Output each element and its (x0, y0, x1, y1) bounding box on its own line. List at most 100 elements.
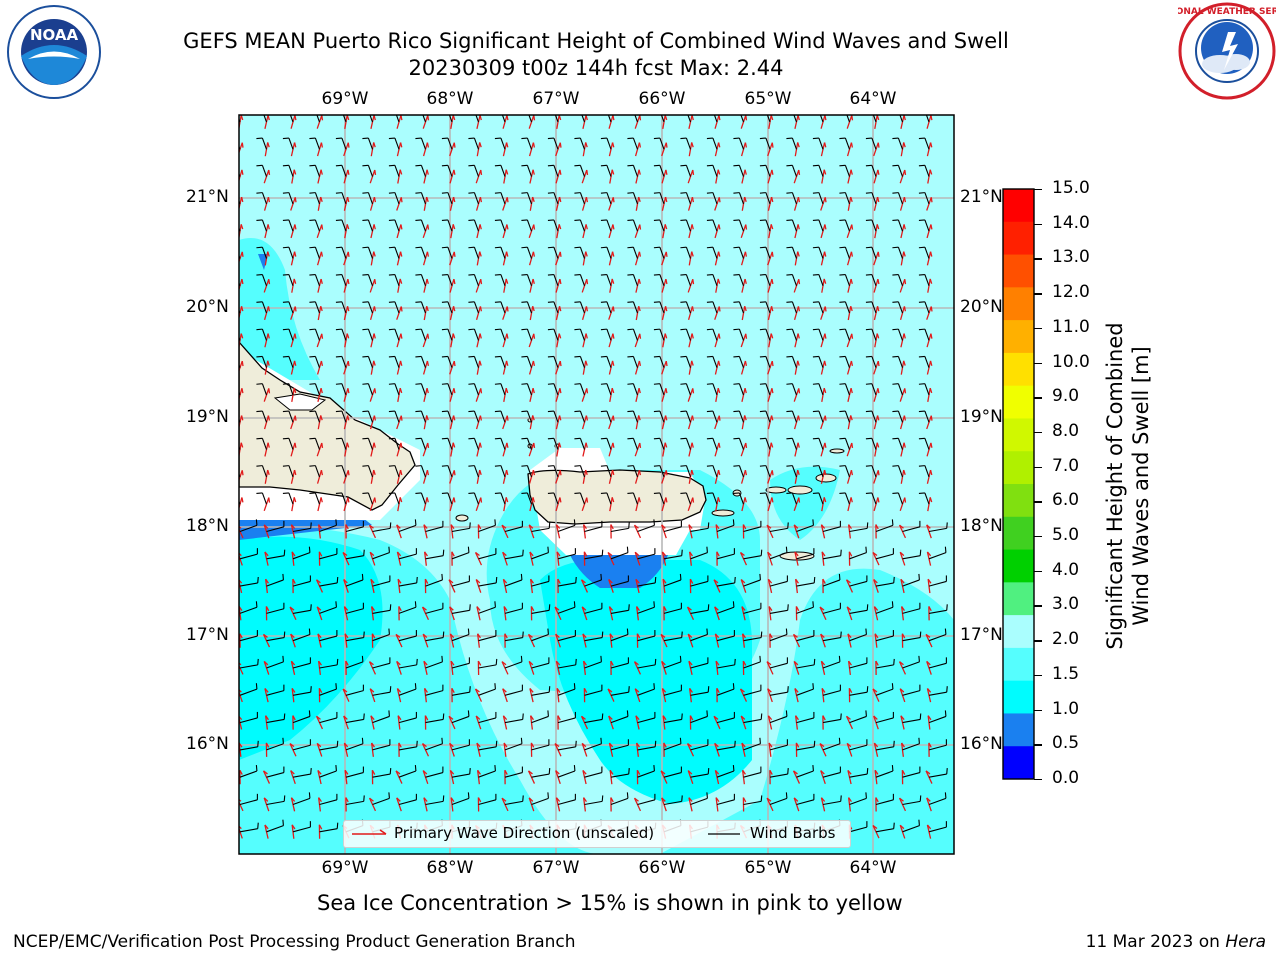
wave-arrow-head (399, 469, 403, 476)
wind-barb-flag (547, 792, 549, 799)
wave-arrow-head (528, 633, 533, 638)
wind-barb (473, 192, 480, 205)
wave-arrow-head (479, 251, 482, 257)
wave-arrow-head (638, 196, 641, 202)
wind-barb-flag (627, 328, 634, 331)
wind-barb-flag (468, 219, 475, 221)
wind-barb (685, 274, 692, 286)
wind-barb (765, 410, 771, 423)
wave-arrow-head (901, 633, 906, 639)
wind-barb (637, 717, 656, 724)
wave-arrow-head (502, 715, 508, 721)
wind-barb-flag (256, 465, 263, 467)
wave-arrow-head (321, 115, 324, 121)
wave-arrow-head (770, 333, 774, 339)
wind-barb-flag (627, 492, 634, 494)
wind-barb (872, 115, 877, 123)
ocean-mid-bvi (770, 466, 840, 540)
wind-barb (712, 410, 718, 423)
wind-barb-flag (441, 655, 443, 662)
wave-arrow-head (452, 306, 456, 312)
wind-barb (557, 664, 576, 669)
wave-arrow-head (586, 279, 589, 285)
wave-arrow-head (634, 524, 639, 529)
wind-barb (632, 247, 639, 259)
wind-barb (341, 274, 347, 286)
wave-arrow (739, 688, 748, 702)
wind-barb-flag (361, 655, 364, 662)
wind-barb (288, 219, 294, 232)
wind-barb (663, 772, 682, 778)
wind-barb (818, 219, 824, 232)
wave-arrow-head (267, 115, 270, 121)
wave-arrow (872, 552, 880, 566)
wave-arrow-head (532, 306, 535, 312)
wind-barb-flag (944, 792, 947, 799)
wave-arrow-head (369, 551, 375, 557)
wind-barb (743, 608, 762, 614)
wind-barb-flag (839, 246, 846, 249)
wave-arrow-head (714, 606, 719, 611)
wave-arrow-head (240, 333, 244, 339)
wind-barb (897, 165, 904, 177)
wind-barb-flag (547, 328, 554, 331)
puerto-rico-land (527, 469, 707, 525)
wave-arrow-head (452, 224, 456, 230)
wave-arrow (899, 551, 906, 566)
wind-barb (341, 301, 347, 314)
wind-barb (846, 115, 851, 123)
wave-arrow-head (903, 442, 906, 448)
wind-barb (288, 492, 294, 505)
wind-barb-flag (468, 383, 475, 385)
wind-barb-flag (627, 437, 634, 440)
wave-arrow (422, 224, 429, 239)
wind-barb (875, 524, 894, 533)
wind-barb-flag (733, 273, 740, 276)
wind-barb (341, 438, 347, 450)
wave-arrow-head (373, 306, 377, 312)
wave-arrow-head (903, 333, 906, 339)
wave-arrow-head (718, 197, 721, 203)
wind-barb (685, 328, 692, 341)
wave-arrow-head (771, 360, 774, 367)
wave-arrow-head (479, 415, 483, 421)
wave-arrow-head (528, 770, 533, 775)
wave-arrow-head (665, 470, 668, 476)
wind-barb-flag (547, 355, 554, 358)
wind-barb-flag (600, 655, 602, 662)
wind-barb (531, 634, 549, 642)
wave-arrow-head (449, 633, 455, 639)
wind-barb-flag (309, 492, 316, 494)
wave-arrow-head (267, 197, 271, 203)
wind-barb (849, 634, 867, 642)
wind-barb-flag (469, 604, 471, 611)
wind-barb (553, 328, 559, 341)
wind-barb (610, 634, 629, 642)
wind-barb-flag (653, 164, 660, 167)
wind-barb (579, 274, 586, 286)
wave-arrow-head (293, 387, 297, 394)
wind-barb (557, 770, 576, 778)
wind-barb (341, 247, 347, 259)
wave-arrow-head (926, 688, 932, 693)
wind-barb (500, 356, 506, 368)
colorbar-tick (1034, 223, 1042, 226)
wave-arrow (369, 551, 376, 566)
wind-barb (765, 274, 771, 286)
wind-barb-flag (230, 493, 236, 494)
wind-barb (372, 773, 391, 778)
wind-barb (924, 165, 930, 177)
wind-barb (849, 691, 868, 696)
wind-barb (341, 328, 347, 341)
wind-barb-flag (388, 546, 390, 553)
wind-barb-flag (309, 437, 316, 440)
wind-barb (632, 465, 639, 478)
wind-barb-flag (653, 437, 660, 440)
wind-barb (473, 383, 480, 396)
wind-barb (367, 356, 374, 368)
wave-arrow-head (399, 360, 403, 366)
wave-arrow-head (824, 415, 827, 421)
wave-arrow-head (741, 742, 746, 748)
lat-label-right: 19°N (960, 407, 1003, 427)
colorbar-segment (1003, 385, 1034, 419)
